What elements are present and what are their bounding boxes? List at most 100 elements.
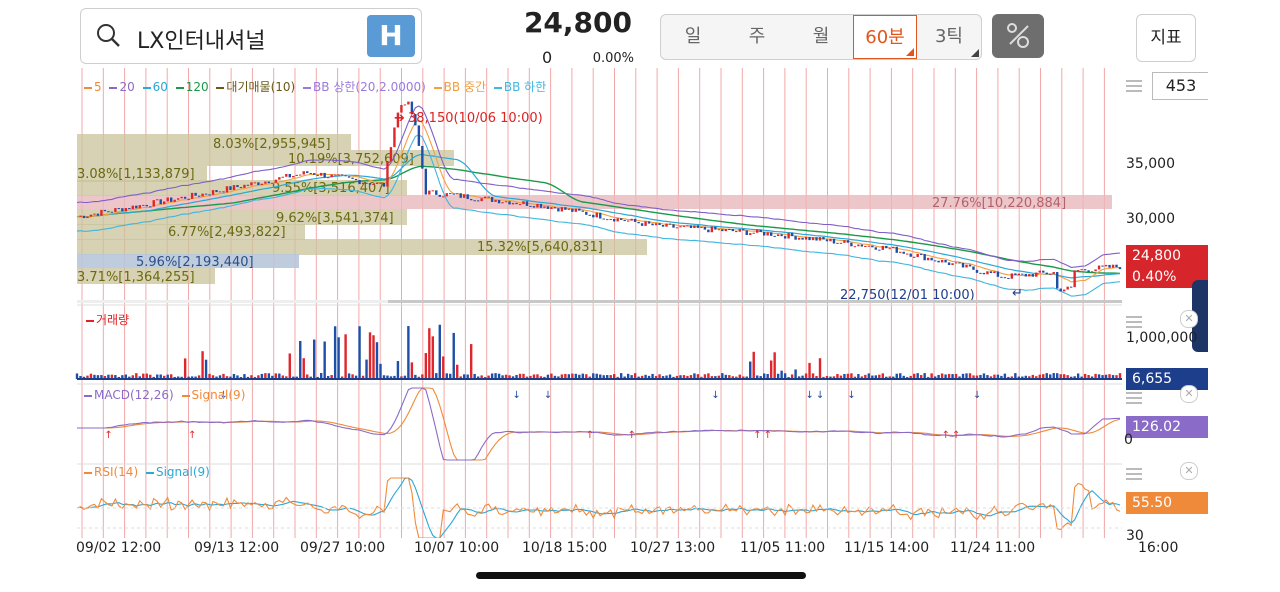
volume-bar	[316, 376, 319, 379]
symbol-name[interactable]: LX인터내셔널	[137, 29, 266, 54]
candle	[243, 184, 246, 188]
legend-volume-profile: 대기매물(10)	[216, 80, 295, 94]
sell-arrow-icon: ↓	[711, 390, 719, 401]
candle	[483, 196, 487, 199]
candle	[640, 223, 644, 226]
drawing-tool-button[interactable]	[992, 14, 1044, 58]
volume-bar	[163, 375, 166, 379]
volume-bar	[159, 374, 162, 379]
volume-bar	[152, 376, 155, 379]
volume-bar	[679, 375, 682, 379]
price-panel-menu-icon[interactable]	[1126, 80, 1142, 95]
volume-bar	[930, 373, 933, 379]
candle	[899, 251, 902, 253]
volume-bar	[372, 335, 375, 379]
volume-bar	[665, 375, 668, 379]
chart-scroll-thumb[interactable]	[388, 300, 1122, 303]
rsi-y-tick-30: 30	[1126, 528, 1144, 544]
volume-bar	[780, 370, 783, 379]
candle	[1118, 267, 1122, 270]
candle	[180, 196, 183, 199]
volume-bar	[724, 374, 728, 379]
volume-bar	[686, 375, 689, 379]
volume-bar	[135, 373, 138, 379]
stock-chart[interactable]: 8.03%[2,955,945] 10.19%[3,752,609] 3.08%…	[72, 68, 1208, 538]
volume-bar	[1104, 374, 1108, 379]
volume-bar	[717, 375, 721, 379]
volume-bar	[1014, 373, 1017, 379]
volume-legend[interactable]: 거래량	[86, 311, 133, 328]
candle	[135, 205, 138, 209]
volume-bar	[916, 373, 919, 379]
macd-y-tick: 0	[1124, 432, 1133, 448]
candle	[1090, 271, 1094, 273]
candle	[354, 178, 358, 181]
volume-bar	[215, 376, 218, 379]
volume-bar	[756, 375, 759, 379]
symbol-search-box[interactable]: LX인터내셔널 H	[80, 8, 422, 64]
candle	[274, 179, 278, 183]
macd-legend[interactable]: MACD(12,26) Signal(9)	[84, 388, 249, 402]
candle	[128, 208, 131, 210]
candle	[543, 206, 546, 208]
hoga-button[interactable]: H	[367, 15, 415, 57]
candle	[204, 193, 208, 195]
macd-badge: 126.02	[1126, 416, 1208, 438]
candle	[435, 190, 438, 195]
volume-bar	[1118, 373, 1122, 379]
volume-bar	[456, 364, 459, 379]
volume-bar	[452, 332, 455, 379]
search-icon[interactable]	[95, 22, 121, 48]
indicator-button[interactable]: 지표	[1136, 14, 1196, 62]
price-legend[interactable]: 5 20 60 120 대기매물(10) BB 상한(20,2.0000) BB…	[84, 78, 550, 95]
side-panel-handle[interactable]	[1192, 280, 1208, 352]
volume-bar	[218, 375, 222, 379]
volume-bar	[138, 376, 141, 379]
candle	[902, 251, 905, 254]
volume-bar	[853, 376, 857, 379]
volume-bar	[379, 363, 382, 379]
volume-bar	[421, 374, 424, 379]
home-indicator[interactable]	[476, 572, 806, 579]
vp-label: 15.32%[5,640,831]	[477, 240, 603, 255]
candle	[651, 223, 654, 226]
x-axis-label: 11/15 14:00	[844, 540, 930, 556]
close-volume-panel-icon[interactable]: ✕	[1180, 310, 1198, 328]
volume-bar	[267, 373, 271, 379]
field-value-box[interactable]: 453	[1152, 72, 1208, 100]
period-month-tab[interactable]: 월	[812, 26, 830, 47]
candle	[801, 237, 804, 240]
period-day-tab[interactable]: 일	[684, 26, 702, 47]
volume-bar	[257, 375, 260, 379]
volume-bar	[497, 373, 501, 379]
candle	[173, 199, 176, 202]
volume-panel-menu-icon[interactable]	[1126, 316, 1142, 331]
period-3tick-tab[interactable]: 3틱	[917, 15, 981, 59]
sell-arrow-icon: ↓	[806, 390, 814, 401]
candle	[609, 218, 612, 220]
candle	[721, 229, 724, 232]
close-macd-panel-icon[interactable]: ✕	[1180, 385, 1198, 403]
legend-ma60: 60	[142, 80, 168, 94]
volume-bar	[201, 351, 204, 379]
candle	[183, 196, 187, 199]
candle	[581, 210, 585, 212]
volume-bar	[759, 376, 762, 379]
macd-panel-menu-icon[interactable]	[1126, 392, 1142, 407]
high-arrow-icon: ➔	[394, 111, 405, 126]
candle	[271, 182, 274, 184]
candle	[818, 237, 822, 241]
period-60min-tab[interactable]: 60분	[853, 15, 917, 59]
rsi-panel-menu-icon[interactable]	[1126, 468, 1142, 483]
candle	[211, 190, 215, 195]
volume-bar	[808, 362, 811, 379]
candle	[989, 271, 993, 274]
buy-arrow-icon: ↑	[753, 430, 761, 441]
period-week-tab[interactable]: 주	[748, 26, 766, 47]
volume-bar	[906, 376, 909, 379]
volume-bar	[417, 376, 421, 379]
volume-bar	[1101, 375, 1104, 379]
close-rsi-panel-icon[interactable]: ✕	[1180, 462, 1198, 480]
candle	[825, 239, 829, 242]
rsi-legend[interactable]: RSI(14) Signal(9)	[84, 465, 214, 479]
